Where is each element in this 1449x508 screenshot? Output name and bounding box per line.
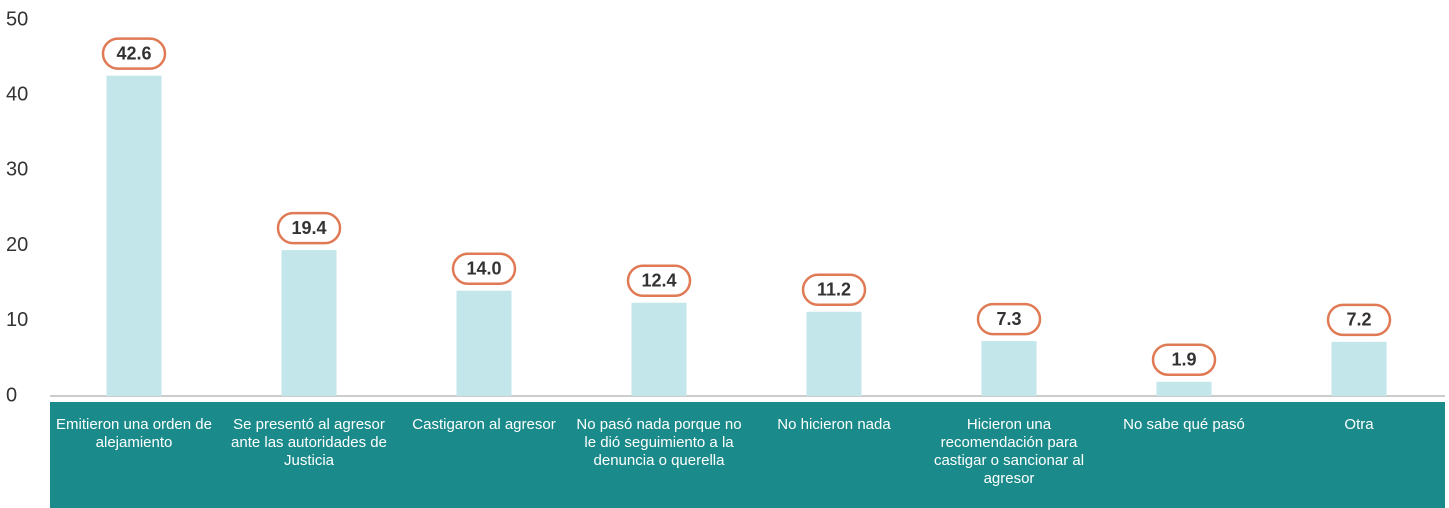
category-band bbox=[50, 402, 1445, 508]
bar bbox=[806, 311, 862, 396]
y-tick-label: 30 bbox=[6, 159, 28, 181]
x-tick-label: Emitieron una orden de alejamiento bbox=[56, 416, 212, 451]
value-label-pill bbox=[626, 264, 692, 298]
bar bbox=[106, 75, 162, 396]
value-label-pill bbox=[101, 37, 167, 70]
y-tick-label: 10 bbox=[6, 309, 28, 331]
value-label-pill bbox=[801, 273, 867, 307]
value-label: 12.4 bbox=[641, 271, 676, 291]
y-tick-label: 40 bbox=[6, 83, 28, 105]
bar bbox=[281, 250, 337, 396]
value-label: 1.9 bbox=[1171, 349, 1196, 369]
bar bbox=[981, 341, 1037, 396]
x-tick-label: No pasó nada porque no le dió seguimient… bbox=[576, 416, 742, 469]
value-label-pill bbox=[1326, 303, 1392, 337]
bar bbox=[631, 302, 687, 396]
bar bbox=[1156, 381, 1212, 396]
value-label-pill bbox=[451, 252, 517, 285]
x-tick-label: Hicieron una recomendación para castigar… bbox=[933, 416, 1085, 487]
bar bbox=[456, 290, 512, 396]
x-tick-label: Se presentó al agresor ante las autorida… bbox=[231, 416, 387, 469]
value-label: 11.2 bbox=[817, 280, 851, 300]
bar bbox=[1331, 341, 1387, 396]
value-label: 42.6 bbox=[116, 43, 151, 63]
value-label: 7.2 bbox=[1346, 310, 1371, 330]
y-tick-label: 0 bbox=[6, 384, 17, 406]
value-label-pill bbox=[1151, 343, 1217, 376]
x-tick-label: Castigaron al agresor bbox=[412, 416, 556, 433]
value-label: 7.3 bbox=[996, 309, 1021, 329]
value-label-pill bbox=[976, 302, 1042, 336]
value-label: 14.0 bbox=[466, 258, 501, 278]
value-label-pill bbox=[276, 211, 342, 245]
x-tick-label: No hicieron nada bbox=[777, 416, 891, 433]
value-label: 19.4 bbox=[291, 218, 326, 238]
x-tick-label: Otra bbox=[1344, 416, 1374, 433]
y-tick-label: 50 bbox=[6, 8, 28, 30]
y-tick-label: 20 bbox=[6, 234, 28, 256]
x-tick-label: No sabe qué pasó bbox=[1123, 416, 1245, 433]
